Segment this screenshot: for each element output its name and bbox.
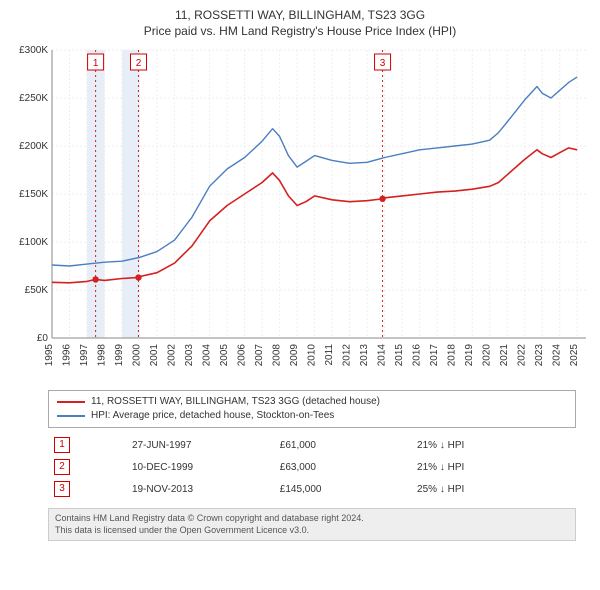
footer-attribution: Contains HM Land Registry data © Crown c… <box>48 508 576 541</box>
svg-text:2016: 2016 <box>412 344 423 367</box>
footer-line2: This data is licensed under the Open Gov… <box>55 525 569 537</box>
svg-text:2: 2 <box>136 58 142 69</box>
svg-text:2005: 2005 <box>219 344 230 367</box>
svg-text:2014: 2014 <box>377 344 388 367</box>
chart-area: £0 £50K £100K £150K £200K £250K £300K 1995 1996 1… <box>8 44 592 384</box>
event-date: 19-NOV-2013 <box>126 478 274 500</box>
legend-item: 11, ROSSETTI WAY, BILLINGHAM, TS23 3GG (… <box>57 395 567 409</box>
event-delta: 21% ↓ HPI <box>411 456 576 478</box>
svg-text:2018: 2018 <box>447 344 458 367</box>
svg-text:2001: 2001 <box>149 344 160 367</box>
legend-label: 11, ROSSETTI WAY, BILLINGHAM, TS23 3GG (… <box>91 395 380 409</box>
svg-text:2004: 2004 <box>202 344 213 367</box>
svg-text:2023: 2023 <box>534 344 545 367</box>
svg-text:2007: 2007 <box>254 344 265 367</box>
svg-text:2022: 2022 <box>517 344 528 367</box>
svg-text:3: 3 <box>380 58 386 69</box>
svg-text:£100K: £100K <box>19 237 48 248</box>
svg-text:2009: 2009 <box>289 344 300 367</box>
svg-text:2015: 2015 <box>394 344 405 367</box>
svg-text:£0: £0 <box>37 333 49 344</box>
svg-text:1999: 1999 <box>114 344 125 367</box>
event-date: 10-DEC-1999 <box>126 456 274 478</box>
legend-item: HPI: Average price, detached house, Stoc… <box>57 409 567 423</box>
svg-text:2025: 2025 <box>569 344 580 367</box>
svg-text:2020: 2020 <box>482 344 493 367</box>
event-badge: 2 <box>54 459 70 475</box>
svg-text:2006: 2006 <box>237 344 248 367</box>
svg-text:£150K: £150K <box>19 189 48 200</box>
event-price: £61,000 <box>274 434 411 456</box>
event-price: £63,000 <box>274 456 411 478</box>
svg-text:2011: 2011 <box>324 344 335 366</box>
svg-text:2024: 2024 <box>552 344 563 367</box>
event-row: 3 19-NOV-2013£145,00025% ↓ HPI <box>48 478 576 500</box>
event-price: £145,000 <box>274 478 411 500</box>
title-address: 11, ROSSETTI WAY, BILLINGHAM, TS23 3GG <box>8 8 592 22</box>
svg-text:2012: 2012 <box>342 344 353 367</box>
svg-text:1995: 1995 <box>44 344 55 367</box>
svg-text:2010: 2010 <box>307 344 318 367</box>
svg-text:2008: 2008 <box>272 344 283 367</box>
svg-text:1997: 1997 <box>79 344 90 367</box>
svg-text:2019: 2019 <box>464 344 475 367</box>
legend-label: HPI: Average price, detached house, Stoc… <box>91 409 334 423</box>
line-chart-svg: £0 £50K £100K £150K £200K £250K £300K 1995 1996 1… <box>8 44 592 384</box>
event-badge: 1 <box>54 437 70 453</box>
svg-text:1996: 1996 <box>62 344 73 367</box>
footer-line1: Contains HM Land Registry data © Crown c… <box>55 513 569 525</box>
legend-swatch <box>57 401 85 403</box>
event-row: 2 10-DEC-1999£63,00021% ↓ HPI <box>48 456 576 478</box>
svg-text:£200K: £200K <box>19 141 48 152</box>
event-date: 27-JUN-1997 <box>126 434 274 456</box>
events-table: 1 27-JUN-1997£61,00021% ↓ HPI 2 10-DEC-1999… <box>48 434 576 500</box>
event-delta: 25% ↓ HPI <box>411 478 576 500</box>
event-delta: 21% ↓ HPI <box>411 434 576 456</box>
svg-text:2021: 2021 <box>499 344 510 367</box>
svg-text:1: 1 <box>93 58 99 69</box>
svg-text:1998: 1998 <box>97 344 108 367</box>
svg-text:£50K: £50K <box>25 285 49 296</box>
event-badge: 3 <box>54 481 70 497</box>
svg-text:2003: 2003 <box>184 344 195 367</box>
svg-text:2017: 2017 <box>429 344 440 367</box>
svg-text:2013: 2013 <box>359 344 370 367</box>
svg-text:£300K: £300K <box>19 45 48 56</box>
event-row: 1 27-JUN-1997£61,00021% ↓ HPI <box>48 434 576 456</box>
svg-text:2000: 2000 <box>132 344 143 367</box>
legend-swatch <box>57 415 85 417</box>
legend-box: 11, ROSSETTI WAY, BILLINGHAM, TS23 3GG (… <box>48 390 576 428</box>
svg-text:2002: 2002 <box>167 344 178 367</box>
title-subtitle: Price paid vs. HM Land Registry's House … <box>8 24 592 38</box>
chart-titles: 11, ROSSETTI WAY, BILLINGHAM, TS23 3GG P… <box>8 8 592 38</box>
svg-text:£250K: £250K <box>19 93 48 104</box>
